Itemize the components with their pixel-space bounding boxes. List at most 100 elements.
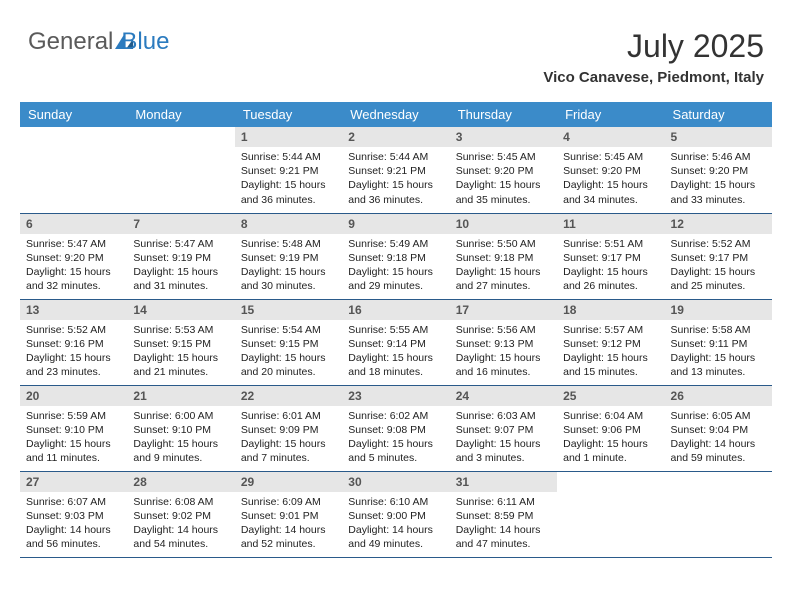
day-cell: 21Sunrise: 6:00 AMSunset: 9:10 PMDayligh…: [127, 385, 234, 471]
day-number: 8: [235, 214, 342, 234]
day-header: Friday: [557, 102, 664, 127]
day-number: 28: [127, 472, 234, 492]
week-row: 20Sunrise: 5:59 AMSunset: 9:10 PMDayligh…: [20, 385, 772, 471]
day-number: 1: [235, 127, 342, 147]
day-number: 5: [665, 127, 772, 147]
day-content: Sunrise: 6:01 AMSunset: 9:09 PMDaylight:…: [235, 406, 342, 470]
day-content: Sunrise: 6:05 AMSunset: 9:04 PMDaylight:…: [665, 406, 772, 470]
calendar-table: SundayMondayTuesdayWednesdayThursdayFrid…: [20, 102, 772, 558]
day-content: Sunrise: 5:45 AMSunset: 9:20 PMDaylight:…: [450, 147, 557, 211]
day-cell: 22Sunrise: 6:01 AMSunset: 9:09 PMDayligh…: [235, 385, 342, 471]
day-content: Sunrise: 6:08 AMSunset: 9:02 PMDaylight:…: [127, 492, 234, 556]
day-content: Sunrise: 6:07 AMSunset: 9:03 PMDaylight:…: [20, 492, 127, 556]
day-cell: 1Sunrise: 5:44 AMSunset: 9:21 PMDaylight…: [235, 127, 342, 213]
logo: General Blue: [28, 28, 169, 56]
day-cell: ..: [665, 471, 772, 557]
day-number: 18: [557, 300, 664, 320]
day-cell: 24Sunrise: 6:03 AMSunset: 9:07 PMDayligh…: [450, 385, 557, 471]
day-number: 31: [450, 472, 557, 492]
day-content: Sunrise: 5:55 AMSunset: 9:14 PMDaylight:…: [342, 320, 449, 384]
day-number: 13: [20, 300, 127, 320]
day-number: 10: [450, 214, 557, 234]
day-cell: 6Sunrise: 5:47 AMSunset: 9:20 PMDaylight…: [20, 213, 127, 299]
day-header-row: SundayMondayTuesdayWednesdayThursdayFrid…: [20, 102, 772, 127]
header: General Blue July 2025 Vico Canavese, Pi…: [0, 0, 792, 94]
day-content: Sunrise: 5:54 AMSunset: 9:15 PMDaylight:…: [235, 320, 342, 384]
day-number: 9: [342, 214, 449, 234]
day-cell: 18Sunrise: 5:57 AMSunset: 9:12 PMDayligh…: [557, 299, 664, 385]
week-row: ....1Sunrise: 5:44 AMSunset: 9:21 PMDayl…: [20, 127, 772, 213]
day-cell: 10Sunrise: 5:50 AMSunset: 9:18 PMDayligh…: [450, 213, 557, 299]
day-cell: 29Sunrise: 6:09 AMSunset: 9:01 PMDayligh…: [235, 471, 342, 557]
location: Vico Canavese, Piedmont, Italy: [543, 69, 764, 86]
day-content: Sunrise: 6:09 AMSunset: 9:01 PMDaylight:…: [235, 492, 342, 556]
day-cell: 8Sunrise: 5:48 AMSunset: 9:19 PMDaylight…: [235, 213, 342, 299]
day-content: Sunrise: 6:02 AMSunset: 9:08 PMDaylight:…: [342, 406, 449, 470]
day-cell: 25Sunrise: 6:04 AMSunset: 9:06 PMDayligh…: [557, 385, 664, 471]
day-header: Tuesday: [235, 102, 342, 127]
day-number: 19: [665, 300, 772, 320]
day-content: Sunrise: 5:49 AMSunset: 9:18 PMDaylight:…: [342, 234, 449, 298]
day-cell: 2Sunrise: 5:44 AMSunset: 9:21 PMDaylight…: [342, 127, 449, 213]
week-row: 13Sunrise: 5:52 AMSunset: 9:16 PMDayligh…: [20, 299, 772, 385]
day-content: Sunrise: 5:59 AMSunset: 9:10 PMDaylight:…: [20, 406, 127, 470]
day-cell: 4Sunrise: 5:45 AMSunset: 9:20 PMDaylight…: [557, 127, 664, 213]
day-cell: 23Sunrise: 6:02 AMSunset: 9:08 PMDayligh…: [342, 385, 449, 471]
day-header: Sunday: [20, 102, 127, 127]
day-header: Saturday: [665, 102, 772, 127]
day-content: Sunrise: 6:10 AMSunset: 9:00 PMDaylight:…: [342, 492, 449, 556]
day-number: 29: [235, 472, 342, 492]
day-number: 22: [235, 386, 342, 406]
day-content: Sunrise: 6:03 AMSunset: 9:07 PMDaylight:…: [450, 406, 557, 470]
day-content: Sunrise: 5:57 AMSunset: 9:12 PMDaylight:…: [557, 320, 664, 384]
day-content: Sunrise: 5:44 AMSunset: 9:21 PMDaylight:…: [235, 147, 342, 211]
day-cell: 30Sunrise: 6:10 AMSunset: 9:00 PMDayligh…: [342, 471, 449, 557]
day-cell: 5Sunrise: 5:46 AMSunset: 9:20 PMDaylight…: [665, 127, 772, 213]
day-number: 4: [557, 127, 664, 147]
day-number: 20: [20, 386, 127, 406]
day-header: Monday: [127, 102, 234, 127]
day-number: 27: [20, 472, 127, 492]
day-content: Sunrise: 5:47 AMSunset: 9:19 PMDaylight:…: [127, 234, 234, 298]
day-cell: 20Sunrise: 5:59 AMSunset: 9:10 PMDayligh…: [20, 385, 127, 471]
logo-text-1: General: [28, 28, 113, 56]
day-header: Wednesday: [342, 102, 449, 127]
day-number: 16: [342, 300, 449, 320]
day-content: Sunrise: 5:58 AMSunset: 9:11 PMDaylight:…: [665, 320, 772, 384]
day-number: 24: [450, 386, 557, 406]
day-number: 7: [127, 214, 234, 234]
day-number: 25: [557, 386, 664, 406]
day-content: Sunrise: 6:00 AMSunset: 9:10 PMDaylight:…: [127, 406, 234, 470]
day-content: Sunrise: 6:04 AMSunset: 9:06 PMDaylight:…: [557, 406, 664, 470]
day-content: Sunrise: 5:45 AMSunset: 9:20 PMDaylight:…: [557, 147, 664, 211]
day-cell: 27Sunrise: 6:07 AMSunset: 9:03 PMDayligh…: [20, 471, 127, 557]
day-cell: 28Sunrise: 6:08 AMSunset: 9:02 PMDayligh…: [127, 471, 234, 557]
day-content: Sunrise: 5:52 AMSunset: 9:16 PMDaylight:…: [20, 320, 127, 384]
day-number: 15: [235, 300, 342, 320]
day-number: 21: [127, 386, 234, 406]
day-content: Sunrise: 5:56 AMSunset: 9:13 PMDaylight:…: [450, 320, 557, 384]
day-number: 3: [450, 127, 557, 147]
day-header: Thursday: [450, 102, 557, 127]
day-number: 26: [665, 386, 772, 406]
logo-text-2: Blue: [121, 28, 169, 56]
day-content: Sunrise: 5:46 AMSunset: 9:20 PMDaylight:…: [665, 147, 772, 211]
day-cell: 3Sunrise: 5:45 AMSunset: 9:20 PMDaylight…: [450, 127, 557, 213]
day-content: Sunrise: 5:47 AMSunset: 9:20 PMDaylight:…: [20, 234, 127, 298]
day-cell: ..: [127, 127, 234, 213]
day-cell: 7Sunrise: 5:47 AMSunset: 9:19 PMDaylight…: [127, 213, 234, 299]
day-number: 6: [20, 214, 127, 234]
day-cell: 16Sunrise: 5:55 AMSunset: 9:14 PMDayligh…: [342, 299, 449, 385]
day-number: 14: [127, 300, 234, 320]
day-number: 23: [342, 386, 449, 406]
week-row: 6Sunrise: 5:47 AMSunset: 9:20 PMDaylight…: [20, 213, 772, 299]
day-cell: 15Sunrise: 5:54 AMSunset: 9:15 PMDayligh…: [235, 299, 342, 385]
day-cell: ..: [20, 127, 127, 213]
day-content: Sunrise: 5:51 AMSunset: 9:17 PMDaylight:…: [557, 234, 664, 298]
day-cell: 14Sunrise: 5:53 AMSunset: 9:15 PMDayligh…: [127, 299, 234, 385]
day-cell: 13Sunrise: 5:52 AMSunset: 9:16 PMDayligh…: [20, 299, 127, 385]
day-cell: 17Sunrise: 5:56 AMSunset: 9:13 PMDayligh…: [450, 299, 557, 385]
day-content: Sunrise: 5:52 AMSunset: 9:17 PMDaylight:…: [665, 234, 772, 298]
day-number: 30: [342, 472, 449, 492]
day-cell: 26Sunrise: 6:05 AMSunset: 9:04 PMDayligh…: [665, 385, 772, 471]
